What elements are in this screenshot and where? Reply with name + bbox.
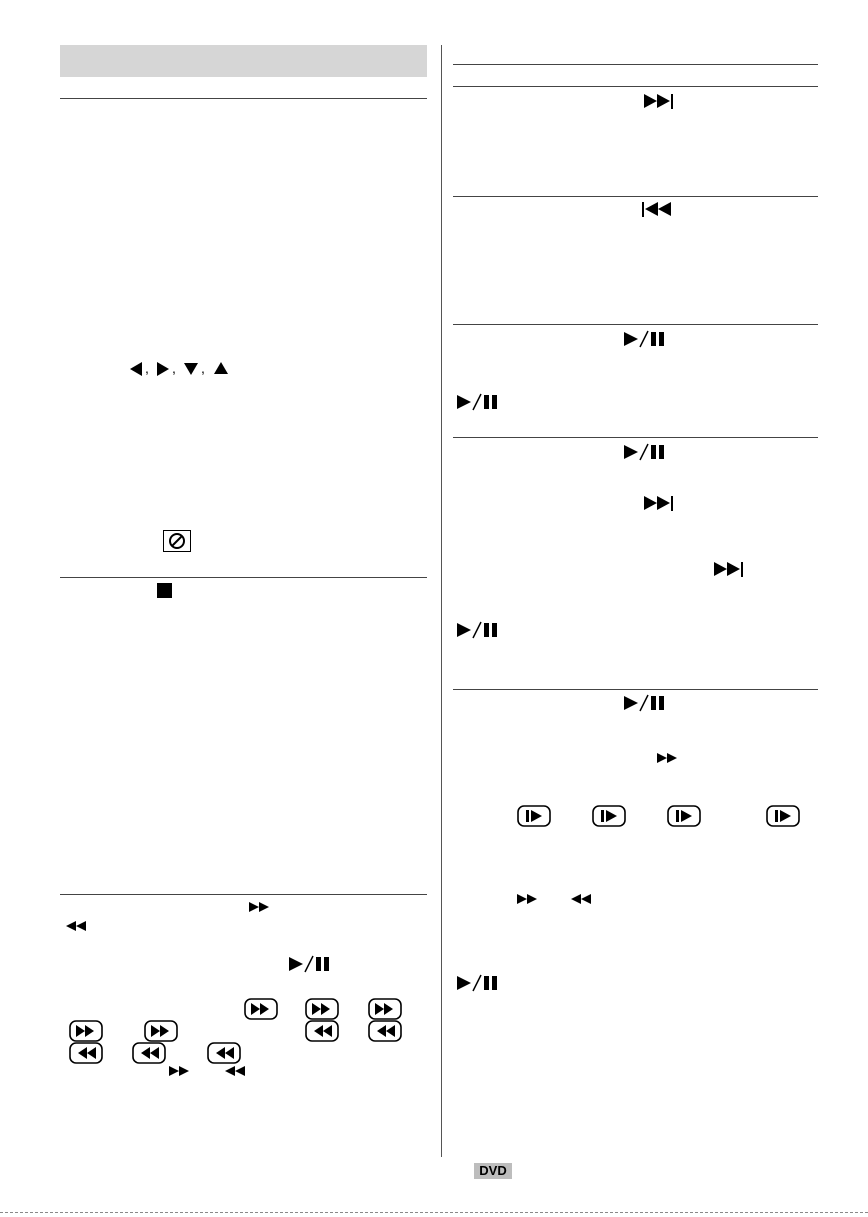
column-divider (441, 45, 442, 1157)
fast-forward-icon (656, 752, 680, 764)
rewind-button-icon (207, 1042, 241, 1064)
play-pause-icon (456, 621, 500, 639)
section-divider (60, 894, 427, 895)
slow-forward-button-icon (592, 805, 626, 827)
prohibited-icon (163, 530, 191, 552)
section-divider (60, 577, 427, 578)
arrow-up-icon (214, 362, 228, 374)
play-pause-icon (623, 443, 667, 461)
next-track-icon (713, 561, 749, 577)
rewind-button-icon (132, 1042, 166, 1064)
fast-forward-icon (516, 893, 540, 905)
fast-forward-button-icon (305, 998, 339, 1020)
slow-forward-button-icon (667, 805, 701, 827)
rewind-icon (63, 920, 87, 932)
dvd-badge: DVD (474, 1163, 512, 1179)
section-divider (453, 324, 818, 325)
play-pause-icon (623, 694, 667, 712)
rewind-icon (568, 893, 592, 905)
fast-forward-button-icon (244, 998, 278, 1020)
section-divider (453, 86, 818, 87)
arrow-down-icon (184, 363, 198, 375)
page-cut-line (0, 1212, 868, 1213)
arrow-left-icon (130, 362, 142, 376)
stop-icon (157, 583, 172, 598)
rewind-button-icon (368, 1020, 402, 1042)
play-pause-icon (456, 393, 500, 411)
fast-forward-button-icon (368, 998, 402, 1020)
fast-forward-button-icon (69, 1020, 103, 1042)
section-divider (60, 98, 427, 99)
section-divider (453, 689, 818, 690)
rewind-button-icon (305, 1020, 339, 1042)
rewind-button-icon (69, 1042, 103, 1064)
play-pause-icon (623, 330, 667, 348)
section-header-bar (60, 45, 427, 77)
rewind-icon (222, 1065, 246, 1077)
separator-comma: , (201, 360, 205, 376)
separator-comma: , (145, 360, 149, 376)
next-track-icon (643, 93, 679, 109)
section-divider (453, 437, 818, 438)
fast-forward-button-icon (144, 1020, 178, 1042)
slow-forward-button-icon (517, 805, 551, 827)
next-track-icon (643, 495, 679, 511)
play-pause-icon (456, 974, 500, 992)
separator-comma: , (172, 360, 176, 376)
play-pause-icon (288, 955, 332, 973)
section-divider (453, 196, 818, 197)
previous-track-icon (641, 201, 677, 217)
section-divider (453, 64, 818, 65)
arrow-right-icon (157, 362, 169, 376)
slow-forward-button-icon (766, 805, 800, 827)
fast-forward-icon (248, 901, 272, 913)
fast-forward-icon (168, 1065, 192, 1077)
